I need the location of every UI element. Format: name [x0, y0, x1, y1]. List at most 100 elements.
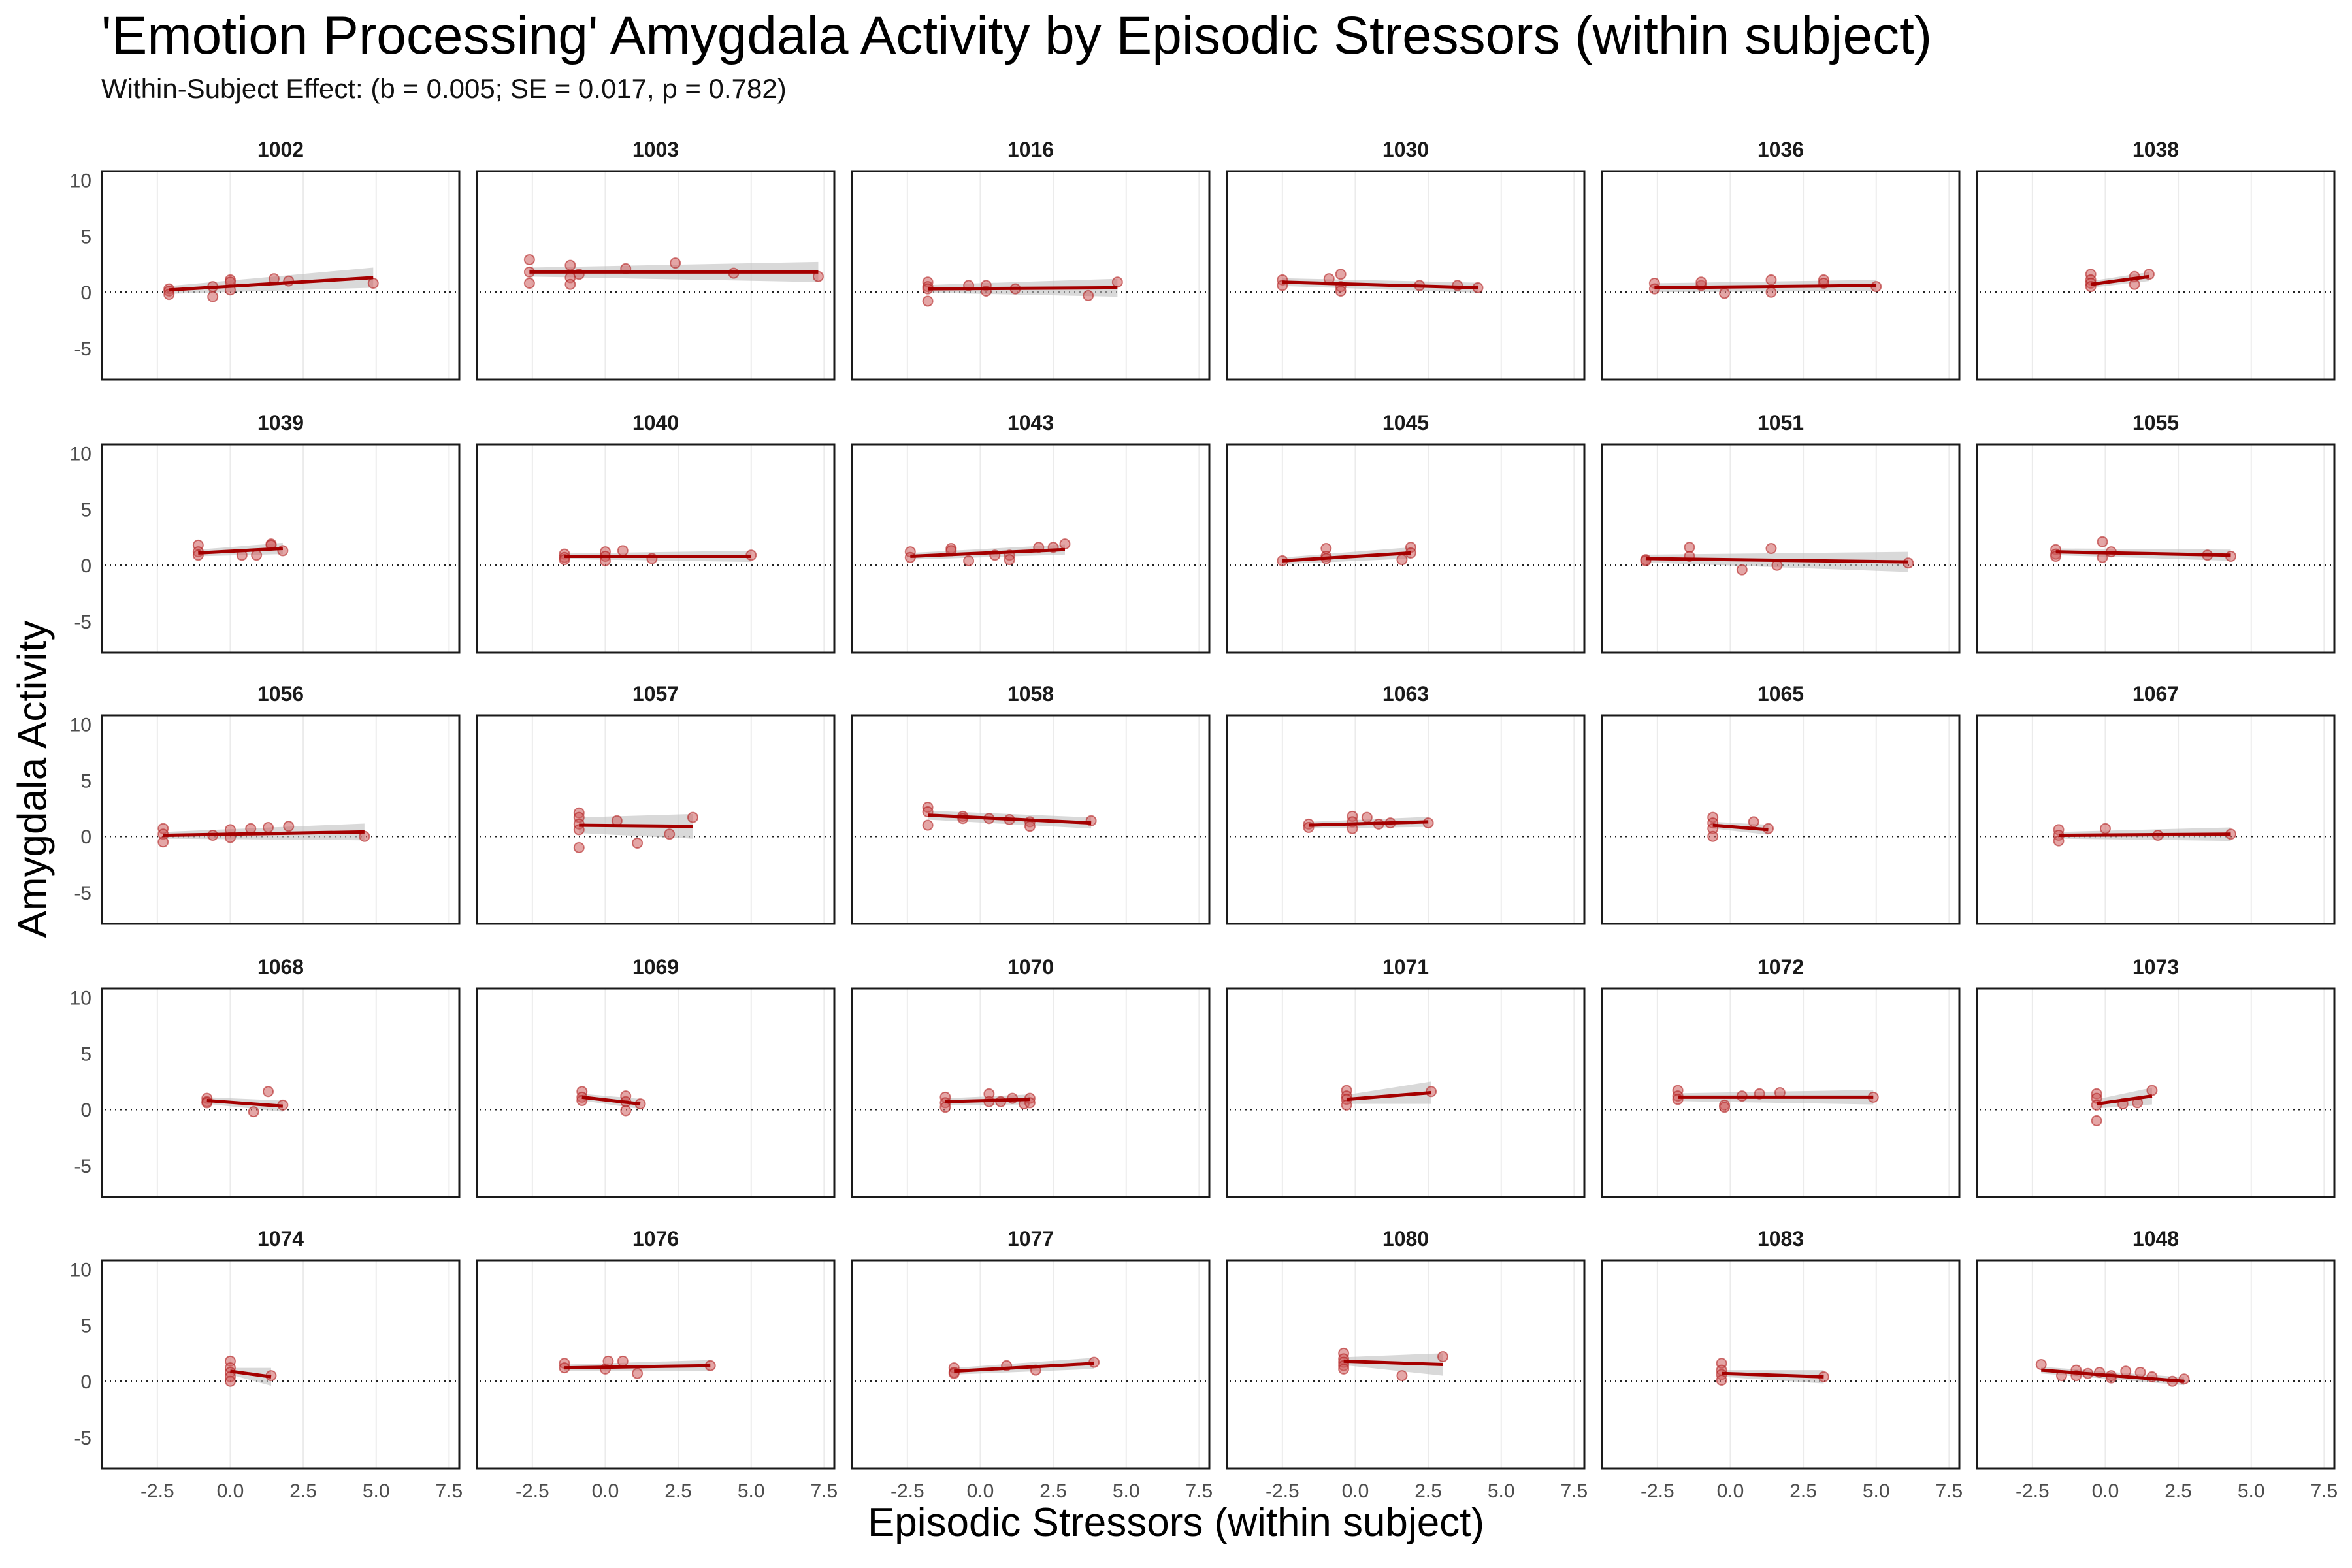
facet-strip-label: 1057	[632, 682, 679, 706]
data-point	[1396, 1370, 1408, 1382]
panel-border	[1976, 714, 2336, 925]
facet-panel: 1058	[851, 682, 1211, 925]
facet-strip-label: 1068	[257, 955, 304, 979]
data-point	[248, 1106, 259, 1118]
fit-line	[1346, 1091, 1431, 1102]
y-tick-label: -5	[74, 1156, 91, 1177]
data-point	[2035, 1359, 2047, 1370]
x-tick-label: -2.5	[140, 1480, 174, 1502]
data-point	[1111, 276, 1123, 288]
data-point	[523, 253, 535, 265]
panel-border	[1976, 987, 2336, 1198]
data-point	[963, 555, 975, 566]
data-point	[2134, 1367, 2146, 1379]
y-tick-label: 10	[70, 444, 91, 465]
chart-title: 'Emotion Processing' Amygdala Activity b…	[101, 6, 1933, 65]
facet-strip-label: 1065	[1757, 682, 1804, 706]
panel-border	[1226, 1259, 1586, 1470]
panel-border	[1601, 443, 1961, 654]
facet-strip-label: 1072	[1757, 955, 1804, 979]
data-point	[632, 838, 644, 849]
fit-line	[581, 1095, 641, 1106]
y-tick-label: 5	[80, 499, 91, 521]
fit-line	[1343, 1359, 1443, 1366]
x-tick-label: 0.0	[967, 1480, 994, 1502]
facet-panel: 1080 -2.5 0.0 2.5 5.0 7.5	[1226, 1227, 1588, 1502]
data-point	[263, 1086, 274, 1098]
facet-panel: 1074 10 5 0 -5 -2.5 0.0 2.5 5.0 7.5	[70, 1227, 463, 1502]
data-point	[359, 830, 370, 842]
x-tick-label: 5.0	[1863, 1480, 1890, 1502]
fit-line	[2096, 1094, 2153, 1106]
facet-panel: 1038	[1976, 138, 2336, 381]
data-point	[2099, 823, 2111, 834]
data-point	[1341, 1099, 1352, 1111]
data-point	[1004, 554, 1015, 566]
facet-panel: 1063	[1226, 682, 1586, 925]
data-point	[2146, 1085, 2158, 1096]
panel-border	[1226, 714, 1586, 925]
data-point	[367, 278, 379, 289]
x-tick-label: -2.5	[1641, 1480, 1674, 1502]
y-tick-label: 0	[80, 1100, 91, 1121]
panel-border	[1601, 987, 1961, 1198]
x-tick-label: 2.5	[664, 1480, 692, 1502]
x-tick-label: 5.0	[1488, 1480, 1515, 1502]
data-point	[263, 822, 274, 834]
panel-border	[1976, 443, 2336, 654]
y-tick-label: 0	[80, 282, 91, 304]
fit-line	[2090, 274, 2149, 286]
data-point	[922, 295, 934, 307]
data-point	[224, 1375, 236, 1387]
facet-strip-label: 1071	[1382, 955, 1429, 979]
x-tick-label: 7.5	[1561, 1480, 1588, 1502]
y-tick-label: 0	[80, 826, 91, 848]
panel-border	[851, 714, 1211, 925]
facet-panel: 1067	[1976, 682, 2336, 925]
facet-panel: 1071	[1226, 955, 1586, 1198]
fit-line	[163, 830, 365, 838]
data-point	[1024, 821, 1036, 832]
x-tick-label: 2.5	[1039, 1480, 1067, 1502]
facet-panel: 1039 10 5 0 -5	[70, 411, 461, 654]
fit-line	[169, 276, 374, 292]
facet-panel: 1048 -2.5 0.0 2.5 5.0 7.5	[1976, 1227, 2338, 1502]
panel-border	[101, 714, 461, 925]
facet-panel: 1045	[1226, 411, 1586, 654]
data-point	[1335, 269, 1347, 280]
panel-border	[1976, 1259, 2336, 1470]
data-point	[2053, 835, 2065, 847]
x-tick-label: 0.0	[1342, 1480, 1369, 1502]
data-point	[1707, 830, 1719, 842]
x-tick-label: -2.5	[2016, 1480, 2050, 1502]
data-point	[251, 549, 263, 561]
data-point	[617, 545, 629, 557]
data-point	[1716, 1375, 1727, 1386]
data-point	[1059, 538, 1071, 550]
facet-panel: 1051	[1601, 411, 1961, 654]
facet-strip-label: 1055	[2132, 411, 2179, 434]
facet-panel: 1073	[1976, 955, 2336, 1198]
facet-strip-label: 1036	[1757, 138, 1804, 161]
data-point	[283, 821, 295, 832]
data-point	[939, 1102, 951, 1113]
x-tick-label: 0.0	[2092, 1480, 2119, 1502]
data-point	[207, 291, 219, 302]
panel-border	[476, 443, 836, 654]
facet-strip-label: 1077	[1007, 1227, 1054, 1250]
data-point	[617, 1355, 629, 1367]
panel-border	[476, 714, 836, 925]
data-point	[2129, 278, 2140, 290]
x-tick-label: 0.0	[217, 1480, 244, 1502]
facet-strip-label: 1039	[257, 411, 304, 434]
y-tick-label: -5	[74, 1428, 91, 1449]
data-point	[602, 1355, 614, 1367]
data-point	[2120, 1365, 2132, 1377]
facet-strip-label: 1048	[2132, 1227, 2179, 1250]
facet-strip-label: 1003	[632, 138, 679, 161]
facet-panel: 1069	[476, 955, 836, 1198]
facet-strip-label: 1073	[2132, 955, 2179, 979]
x-axis-title: Episodic Stressors (within subject)	[867, 1500, 1485, 1545]
fit-line	[230, 1369, 272, 1379]
fit-line	[198, 547, 283, 555]
